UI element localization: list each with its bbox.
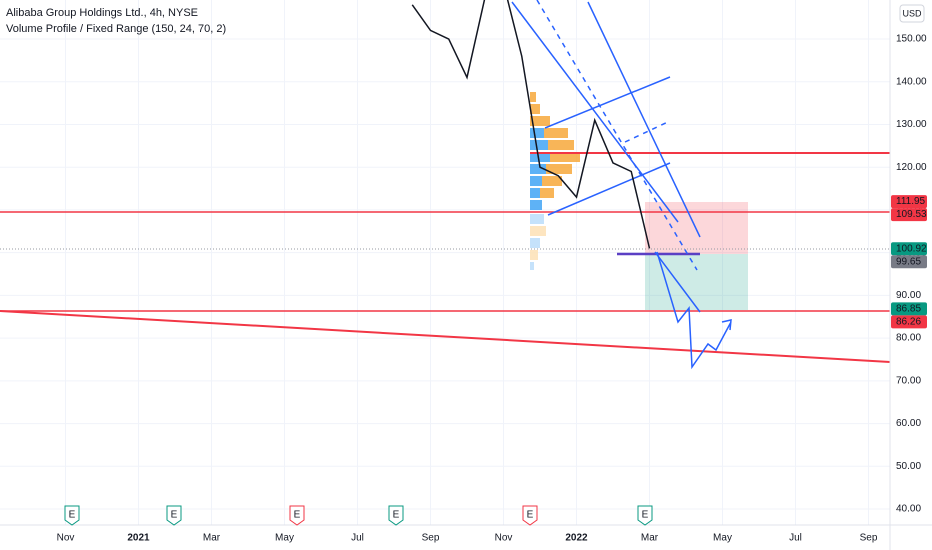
y-tick-label: 60.00 xyxy=(896,418,921,429)
y-tick-label: 130.00 xyxy=(896,119,927,130)
volume-bar xyxy=(530,140,548,150)
price-tag xyxy=(891,315,927,329)
price-tag xyxy=(891,255,927,269)
earnings-marker: E xyxy=(393,510,400,521)
x-tick-label: Sep xyxy=(422,533,440,544)
currency-button[interactable] xyxy=(899,4,925,23)
price-tag xyxy=(891,302,927,316)
y-tick-label: 70.00 xyxy=(896,375,921,386)
volume-bar xyxy=(530,250,538,260)
x-tick-label: Mar xyxy=(203,533,221,544)
earnings-badge[interactable] xyxy=(522,505,538,526)
earnings-marker: E xyxy=(527,510,534,521)
price-tag xyxy=(891,195,927,209)
x-tick-label: 2022 xyxy=(565,533,588,544)
earnings-badge[interactable] xyxy=(64,505,80,526)
channels xyxy=(511,0,732,370)
y-tick-label: 150.00 xyxy=(896,34,927,45)
earnings-badge[interactable] xyxy=(289,505,305,526)
volume-profile xyxy=(530,92,580,270)
volume-bar xyxy=(530,200,542,210)
x-tick-label: May xyxy=(275,533,294,544)
earnings-badge[interactable] xyxy=(166,505,182,526)
x-tick-label: Nov xyxy=(495,533,513,544)
y-tick-label: 50.00 xyxy=(896,461,921,472)
channel-mid xyxy=(536,0,698,271)
volume-bar xyxy=(542,176,562,186)
drawings xyxy=(0,0,890,370)
price-tag-label: 99.65 xyxy=(896,256,921,267)
volume-bar xyxy=(530,128,544,138)
projection xyxy=(654,251,701,313)
y-tick-label: 80.00 xyxy=(896,333,921,344)
earnings-marker: E xyxy=(171,510,178,521)
earnings-marker: E xyxy=(69,510,76,521)
volume-bar xyxy=(530,104,540,114)
price-tag xyxy=(891,208,927,222)
earnings-marker: E xyxy=(294,510,301,521)
grid xyxy=(0,0,890,525)
volume-bar xyxy=(540,188,554,198)
volume-bar xyxy=(544,128,568,138)
projection-path xyxy=(656,251,732,370)
x-tick-label: Jul xyxy=(351,533,364,544)
volume-bar xyxy=(530,262,534,270)
volume-bar xyxy=(530,214,544,224)
earnings-badge[interactable] xyxy=(637,505,653,526)
earnings-marker: E xyxy=(642,510,649,521)
x-tick-label: Nov xyxy=(57,533,75,544)
channel-mid xyxy=(624,120,671,143)
price-tag-label: 86.26 xyxy=(896,316,921,327)
volume-bar xyxy=(550,152,580,162)
chart-title: Alibaba Group Holdings Ltd., 4h, NYSE xyxy=(6,7,198,19)
earnings-badge[interactable] xyxy=(388,505,404,526)
y-tick-label: 140.00 xyxy=(896,76,927,87)
x-tick-label: Sep xyxy=(860,533,878,544)
x-tick-label: 2021 xyxy=(127,533,150,544)
price-line xyxy=(411,0,651,249)
volume-bar xyxy=(530,164,546,174)
earnings: E E E E E E xyxy=(64,505,653,526)
x-tick-label: May xyxy=(713,533,732,544)
price-tag-label: 109.53 xyxy=(896,209,927,220)
volume-bar xyxy=(530,238,540,248)
price-tag-label: 86.85 xyxy=(896,303,921,314)
y-tick-label: 40.00 xyxy=(896,504,921,515)
volume-bar xyxy=(530,188,540,198)
chart-subtitle: Volume Profile / Fixed Range (150, 24, 7… xyxy=(6,23,226,35)
x-tick-label: Mar xyxy=(641,533,659,544)
channel-line xyxy=(587,1,701,238)
channel-line xyxy=(544,76,671,129)
channel-line xyxy=(511,1,679,223)
trend-line xyxy=(0,310,890,363)
x-tick-label: Jul xyxy=(789,533,802,544)
price-tag-label: 100.92 xyxy=(896,243,927,254)
volume-bar xyxy=(530,152,550,162)
volume-bar xyxy=(530,176,542,186)
channel-line xyxy=(547,162,671,216)
volume-bar xyxy=(546,164,572,174)
volume-bar xyxy=(530,226,546,236)
y-tick-label: 120.00 xyxy=(896,162,927,173)
volume-bar xyxy=(530,116,550,126)
volume-bar xyxy=(548,140,574,150)
series xyxy=(411,0,651,249)
currency-label[interactable]: USD xyxy=(902,8,922,18)
price-tag-label: 111.95 xyxy=(896,196,926,207)
target-zone xyxy=(645,254,748,310)
volume-bar xyxy=(530,92,536,102)
price-tag xyxy=(891,242,927,256)
y-tick-label: 90.00 xyxy=(896,290,921,301)
